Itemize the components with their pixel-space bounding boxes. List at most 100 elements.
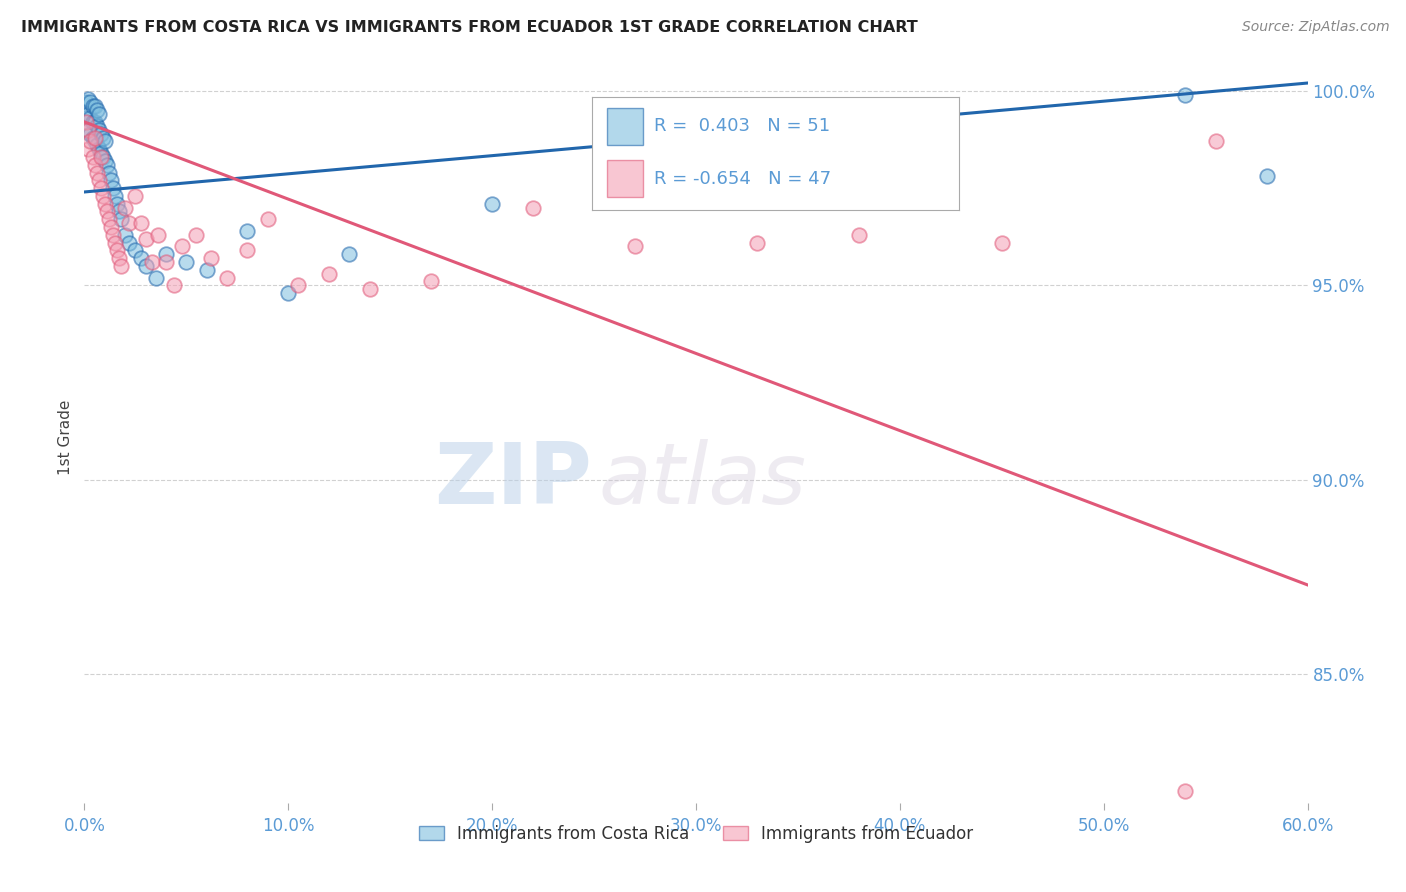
Point	[90, 181, 112, 195]
Point	[195, 262, 218, 277]
Point	[83, 135, 105, 149]
Point	[155, 255, 177, 269]
Point	[145, 270, 167, 285]
Point	[481, 196, 503, 211]
Legend: Immigrants from Costa Rica, Immigrants from Ecuador: Immigrants from Costa Rica, Immigrants f…	[412, 818, 980, 849]
Point	[105, 244, 128, 258]
Point	[101, 181, 124, 195]
Point	[236, 224, 259, 238]
Point	[91, 130, 114, 145]
Point	[87, 142, 110, 156]
Point	[97, 212, 120, 227]
Point	[104, 235, 127, 250]
Point	[75, 115, 97, 129]
Point	[131, 251, 153, 265]
Point	[1174, 784, 1197, 798]
Point	[83, 130, 105, 145]
Point	[706, 111, 728, 125]
Point	[82, 115, 104, 129]
Point	[1205, 135, 1227, 149]
Point	[848, 227, 870, 242]
Text: atlas: atlas	[598, 440, 806, 523]
Point	[79, 111, 101, 125]
Point	[79, 127, 101, 141]
Point	[86, 165, 108, 179]
Point	[522, 201, 544, 215]
Point	[100, 219, 122, 234]
Point	[420, 275, 443, 289]
Y-axis label: 1st Grade: 1st Grade	[58, 400, 73, 475]
Point	[75, 111, 97, 125]
Point	[86, 103, 108, 118]
Point	[97, 165, 120, 179]
Point	[124, 189, 146, 203]
Point	[90, 127, 112, 141]
Text: IMMIGRANTS FROM COSTA RICA VS IMMIGRANTS FROM ECUADOR 1ST GRADE CORRELATION CHAR: IMMIGRANTS FROM COSTA RICA VS IMMIGRANTS…	[21, 20, 918, 35]
Point	[991, 235, 1014, 250]
Point	[82, 99, 104, 113]
Point	[91, 150, 114, 164]
Point	[186, 227, 208, 242]
Point	[131, 216, 153, 230]
Point	[77, 107, 100, 121]
Point	[135, 259, 157, 273]
Point	[87, 122, 110, 136]
Point	[75, 95, 97, 110]
Point	[93, 196, 115, 211]
Point	[118, 235, 141, 250]
Point	[83, 158, 105, 172]
Point	[101, 227, 124, 242]
Point	[86, 119, 108, 133]
Point	[77, 122, 100, 136]
Point	[257, 212, 280, 227]
Point	[624, 239, 647, 253]
Point	[90, 150, 112, 164]
Point	[318, 267, 340, 281]
Point	[141, 255, 163, 269]
Point	[163, 278, 186, 293]
Point	[603, 161, 626, 176]
Point	[90, 146, 112, 161]
Point	[100, 173, 122, 187]
Point	[110, 212, 132, 227]
Point	[86, 138, 108, 153]
Point	[93, 135, 115, 149]
Point	[82, 130, 104, 145]
Point	[77, 122, 100, 136]
Point	[83, 115, 105, 129]
Point	[105, 196, 128, 211]
Point	[277, 286, 299, 301]
Point	[96, 204, 118, 219]
Point	[155, 247, 177, 261]
Point	[174, 255, 197, 269]
Point	[91, 189, 114, 203]
Point	[93, 153, 115, 168]
Point	[359, 282, 381, 296]
Point	[79, 135, 101, 149]
Point	[339, 247, 361, 261]
Text: ZIP: ZIP	[434, 440, 592, 523]
Point	[96, 158, 118, 172]
Point	[124, 244, 146, 258]
Point	[77, 92, 100, 106]
Point	[747, 235, 769, 250]
Point	[87, 107, 110, 121]
Point	[217, 270, 239, 285]
Point	[87, 173, 110, 187]
Point	[114, 201, 136, 215]
Point	[104, 189, 127, 203]
Point	[236, 244, 259, 258]
Point	[146, 227, 169, 242]
Point	[1174, 87, 1197, 102]
Point	[110, 259, 132, 273]
Point	[200, 251, 222, 265]
Point	[287, 278, 309, 293]
Point	[172, 239, 194, 253]
Point	[108, 204, 131, 219]
Point	[114, 227, 136, 242]
Point	[77, 142, 100, 156]
Point	[118, 216, 141, 230]
Point	[135, 232, 157, 246]
Point	[82, 150, 104, 164]
Point	[79, 95, 101, 110]
